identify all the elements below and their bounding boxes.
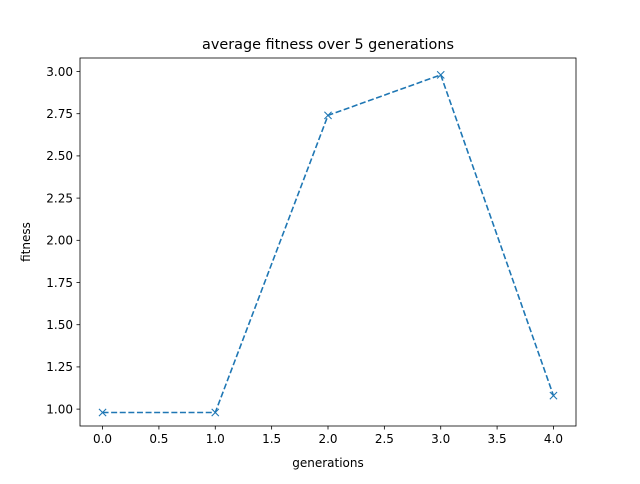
y-tick-label: 2.75 bbox=[46, 107, 73, 121]
chart-title: average fitness over 5 generations bbox=[202, 37, 454, 53]
x-tick-label: 0.0 bbox=[93, 432, 112, 446]
data-point-marker bbox=[211, 408, 220, 417]
axes-frame bbox=[79, 57, 577, 427]
x-tick-label: 1.0 bbox=[206, 432, 225, 446]
y-tick-label: 1.25 bbox=[46, 360, 73, 374]
y-tick-label: 3.00 bbox=[46, 65, 73, 79]
x-tick-label: 2.0 bbox=[318, 432, 337, 446]
data-point-marker bbox=[98, 408, 107, 417]
y-axis-label: fitness bbox=[19, 222, 33, 262]
data-point-marker bbox=[324, 111, 332, 120]
x-tick-label: 3.0 bbox=[431, 432, 450, 446]
y-tick-label: 1.50 bbox=[46, 318, 73, 332]
y-axis-ticks: 1.00 1.25 1.50 1.75 2.00 2.25 2.50 2.75 3.00 bbox=[46, 65, 80, 416]
x-tick-label: 4.0 bbox=[544, 432, 563, 446]
data-point-marker bbox=[436, 70, 445, 79]
x-axis-ticks: 0.0 0.5 1.0 1.5 2.0 2.5 3.0 3.5 4.0 bbox=[93, 426, 563, 446]
plot-area bbox=[98, 70, 558, 417]
x-tick-label: 1.5 bbox=[262, 432, 281, 446]
y-tick-label: 1.00 bbox=[46, 402, 73, 416]
x-tick-label: 0.5 bbox=[149, 432, 168, 446]
x-tick-label: 3.5 bbox=[488, 432, 507, 446]
y-tick-label: 2.00 bbox=[46, 234, 73, 248]
series-line bbox=[102, 73, 555, 414]
y-tick-label: 2.50 bbox=[46, 149, 73, 163]
y-tick-label: 2.25 bbox=[46, 191, 73, 205]
y-tick-label: 1.75 bbox=[46, 276, 73, 290]
data-point-marker bbox=[549, 391, 558, 400]
x-axis-label: generations bbox=[292, 456, 364, 470]
x-tick-label: 2.5 bbox=[375, 432, 394, 446]
